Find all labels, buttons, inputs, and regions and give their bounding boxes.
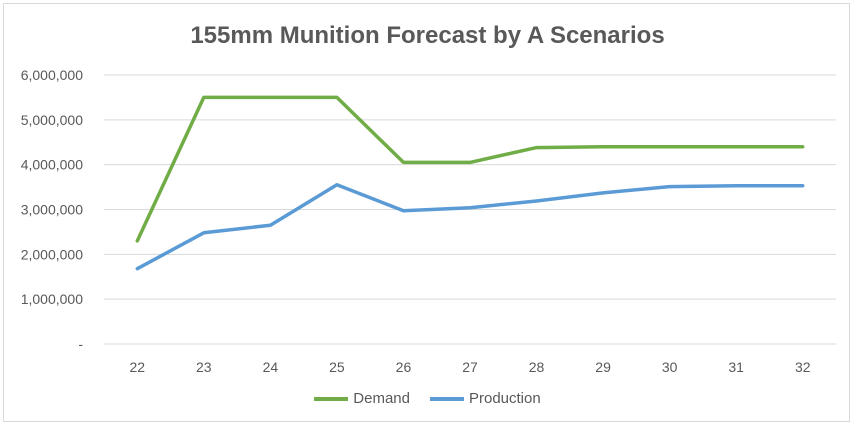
x-tick-label: 29 [595,359,611,375]
y-tick-label: 5,000,000 [21,112,83,128]
legend-label: Demand [353,390,410,407]
x-tick-label: 24 [263,359,279,375]
y-tick-label: 3,000,000 [21,202,83,218]
y-tick-label: 4,000,000 [21,157,83,173]
legend-swatch [314,396,349,401]
x-tick-label: 28 [529,359,545,375]
x-tick-label: 22 [129,359,145,375]
y-tick-label: 6,000,000 [21,67,83,83]
x-tick-label: 27 [462,359,478,375]
x-tick-label: 32 [795,359,811,375]
x-tick-label: 25 [329,359,345,375]
y-tick-label: 1,000,000 [21,291,83,307]
legend-label: Production [468,390,541,407]
x-tick-label: 26 [396,359,412,375]
y-tick-label: 2,000,000 [21,246,83,262]
series-line-production [135,183,805,271]
chart-legend: Demand Production [0,390,855,407]
x-tick-label: 30 [662,359,678,375]
legend-swatch [429,396,464,401]
series-line-demand [135,95,805,243]
legend-item-production: Production [429,390,541,407]
chart-title: 155mm Munition Forecast by A Scenarios [190,22,665,49]
y-tick-label: - [78,336,83,352]
x-tick-label: 31 [728,359,744,375]
x-tick-label: 23 [196,359,212,375]
chart-frame [3,3,850,422]
legend-item-demand: Demand [314,390,410,407]
